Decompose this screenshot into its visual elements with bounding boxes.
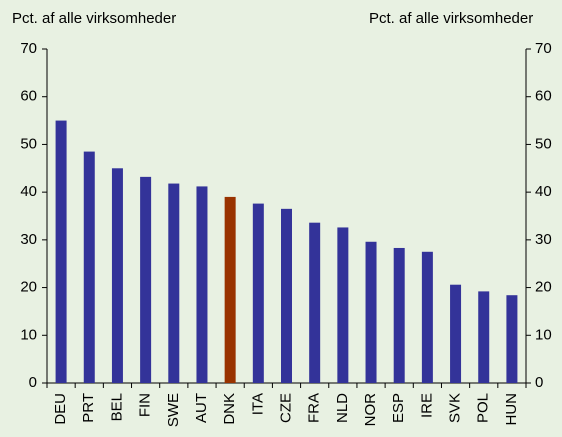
y-tick-label: 50 <box>20 135 37 152</box>
y-tick-label: 40 <box>20 183 37 200</box>
y2-tick-label: 0 <box>535 374 543 391</box>
bar <box>168 183 180 383</box>
y2-tick-label: 10 <box>535 326 552 343</box>
x-tick-label: ITA <box>249 393 266 415</box>
bar <box>337 227 349 383</box>
x-tick-label: NOR <box>362 393 379 427</box>
y-tick-label: 60 <box>20 88 37 105</box>
bar <box>393 247 405 383</box>
x-tick-label: IRE <box>418 393 435 418</box>
x-tick-label: POL <box>475 393 492 423</box>
bar <box>478 291 490 383</box>
bar <box>224 196 236 383</box>
y-tick-label: 70 <box>20 40 37 57</box>
x-tick-label: CZE <box>277 393 294 423</box>
y2-tick-label: 60 <box>535 88 552 105</box>
bar <box>140 176 152 383</box>
x-tick-label: SVK <box>447 393 464 423</box>
x-tick-label: HUN <box>503 393 520 426</box>
y-axis-title: Pct. af alle virksomheder <box>12 10 176 27</box>
bar <box>281 208 292 383</box>
y-tick-label: 20 <box>20 279 37 296</box>
y2-tick-label: 30 <box>535 231 552 248</box>
bar <box>83 151 95 383</box>
y2-tick-label: 20 <box>535 279 552 296</box>
bar <box>450 284 462 383</box>
bar <box>196 186 208 383</box>
bar <box>421 251 433 383</box>
y2-tick-label: 70 <box>535 40 552 57</box>
bar <box>309 222 321 383</box>
y2-tick-label: 40 <box>535 183 552 200</box>
y-tick-label: 30 <box>20 231 37 248</box>
x-tick-label: FIN <box>137 393 154 417</box>
bar <box>252 203 264 383</box>
y-tick-label: 10 <box>20 326 37 343</box>
x-tick-label: ESP <box>390 393 407 423</box>
x-tick-label: PRT <box>80 393 97 423</box>
x-tick-label: FRA <box>306 393 323 423</box>
bar <box>55 120 67 384</box>
x-tick-label: DEU <box>52 393 69 425</box>
y2-axis-title: Pct. af alle virksomheder <box>369 10 533 27</box>
x-tick-label: DNK <box>221 393 238 425</box>
x-tick-label: BEL <box>108 393 125 421</box>
bar <box>111 168 123 383</box>
x-tick-label: NLD <box>334 393 351 423</box>
x-tick-label: SWE <box>165 393 182 427</box>
y2-tick-label: 50 <box>535 135 552 152</box>
y-tick-label: 0 <box>29 374 37 391</box>
bar <box>365 241 377 383</box>
bar <box>506 295 518 383</box>
x-tick-label: AUT <box>193 393 210 423</box>
